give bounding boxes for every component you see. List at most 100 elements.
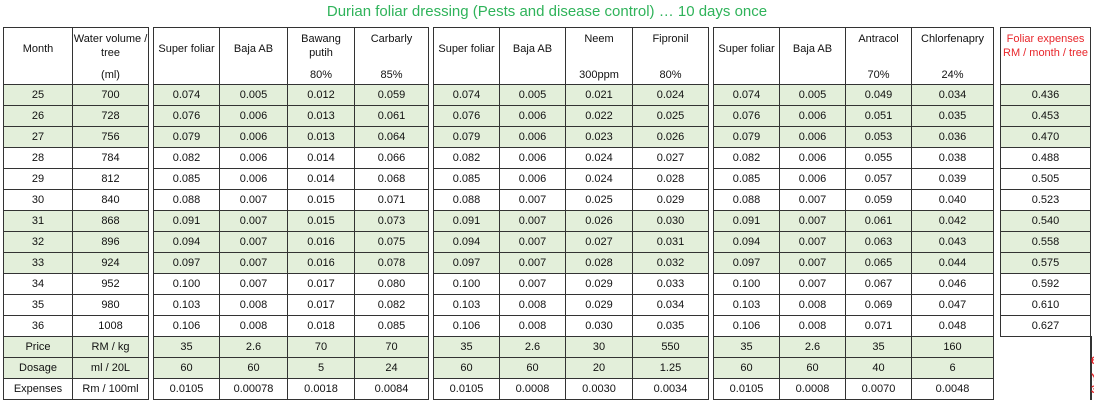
cell: 0.079 [153, 126, 220, 148]
cell: 31 [3, 210, 73, 232]
cell: 0.006 [779, 147, 846, 169]
cell: 26 [3, 105, 73, 127]
column-unit: 24% [941, 69, 964, 81]
cell: 32 [3, 231, 73, 253]
column-gap [428, 273, 434, 295]
cell: 0.026 [565, 210, 633, 232]
cell: 0.085 [354, 315, 429, 337]
cell: 0.029 [565, 273, 633, 295]
cell: 0.048 [911, 315, 994, 337]
cell: 0.008 [779, 294, 846, 316]
cell: 0.014 [287, 168, 355, 190]
cell: 0.00078 [219, 378, 288, 400]
cell: 0.006 [499, 126, 566, 148]
cell: 6 [911, 357, 994, 379]
column-name: Baja AB [792, 43, 833, 55]
cell: 0.024 [565, 147, 633, 169]
column-gap [148, 210, 154, 232]
cell: 0.436 [1000, 84, 1091, 106]
cell: 0.0008 [499, 378, 566, 400]
cell: 0.031 [632, 231, 709, 253]
cell: 0.005 [779, 84, 846, 106]
cell: 0.100 [713, 273, 780, 295]
column-gap [708, 231, 714, 253]
column-gap [708, 84, 714, 106]
cell: 0.069 [845, 294, 912, 316]
column-header: Super foliar [713, 27, 780, 85]
cell: 0.100 [153, 273, 220, 295]
cell: 0.088 [153, 189, 220, 211]
column-gap [993, 231, 1001, 253]
cell: 0.038 [911, 147, 994, 169]
cell: 1008 [72, 315, 149, 337]
table-row: 28 784 0.082 0.006 0.014 0.066 0.082 0.006 0.024… [3, 147, 1092, 169]
cell: 0.029 [632, 189, 709, 211]
footer-row: Expenses Rm / 100ml 0.0105 0.00078 0.0018 0.0… [3, 378, 1092, 400]
column-gap [428, 147, 434, 169]
cell: 60 [153, 357, 220, 379]
cell: Dosage [3, 357, 73, 379]
column-gap [148, 147, 154, 169]
cell: 0.079 [713, 126, 780, 148]
column-header: Chlorfenapry 24% [911, 27, 994, 85]
column-gap [708, 210, 714, 232]
cell: 0.007 [499, 210, 566, 232]
footer-row: Dosage ml / 20L 60 60 5 24 60 60 20 1.25 60 60 40 6 [3, 357, 1092, 379]
cell: 0.008 [499, 315, 566, 337]
cell: 0.082 [153, 147, 220, 169]
cell: 0.034 [632, 294, 709, 316]
column-header: Carbarly 85% [354, 27, 429, 85]
column-gap [993, 336, 1001, 358]
column-header: Antracol 70% [845, 27, 912, 85]
cell: 896 [72, 231, 149, 253]
column-gap [148, 105, 154, 127]
column-header: Fipronil 80% [632, 27, 709, 85]
column-gap [993, 105, 1001, 127]
cell: 0.0030 [565, 378, 633, 400]
cell: 29 [3, 168, 73, 190]
column-gap [148, 231, 154, 253]
cell: 0.627 [1000, 315, 1091, 337]
cell: 0.006 [779, 168, 846, 190]
cell: 60 [219, 357, 288, 379]
cell: 756 [72, 126, 149, 148]
cell: 0.0034 [632, 378, 709, 400]
cell: 0.061 [845, 210, 912, 232]
cell: 0.006 [779, 126, 846, 148]
cell: 812 [72, 168, 149, 190]
column-gap [993, 294, 1001, 316]
cell: 0.024 [632, 84, 709, 106]
cell: 0.017 [287, 273, 355, 295]
cell: 0.007 [219, 210, 288, 232]
total-cell: 6.38Year 3 [1090, 336, 1094, 400]
column-gap [708, 27, 714, 85]
cell: 35 [713, 336, 780, 358]
column-gap [428, 105, 434, 127]
column-name: Neem [584, 33, 614, 45]
cell: 0.080 [354, 273, 429, 295]
column-gap [708, 357, 714, 379]
column-gap [428, 27, 434, 85]
cell: 20 [565, 357, 633, 379]
cell: 0.076 [153, 105, 220, 127]
table-row: 25 700 0.074 0.005 0.012 0.059 0.074 0.005 0.021… [3, 84, 1092, 106]
column-gap [993, 210, 1001, 232]
cell: 0.453 [1000, 105, 1091, 127]
cell: 0.040 [911, 189, 994, 211]
cell: 0.022 [565, 105, 633, 127]
cell: 0.488 [1000, 147, 1091, 169]
cell: 0.0018 [287, 378, 355, 400]
table-row: 36 1008 0.106 0.008 0.018 0.085 0.106 0.008 0.03… [3, 315, 1092, 337]
column-gap [148, 378, 154, 400]
column-name: Water volume / tree [73, 33, 148, 59]
cell: 0.073 [354, 210, 429, 232]
cell: 0.043 [911, 231, 994, 253]
cell: 0.042 [911, 210, 994, 232]
cell: 0.057 [845, 168, 912, 190]
cell: ml / 20L [72, 357, 149, 379]
cell: 35 [3, 294, 73, 316]
column-gap [708, 147, 714, 169]
cell: 0.100 [433, 273, 500, 295]
cell: 0.085 [433, 168, 500, 190]
column-gap [148, 273, 154, 295]
